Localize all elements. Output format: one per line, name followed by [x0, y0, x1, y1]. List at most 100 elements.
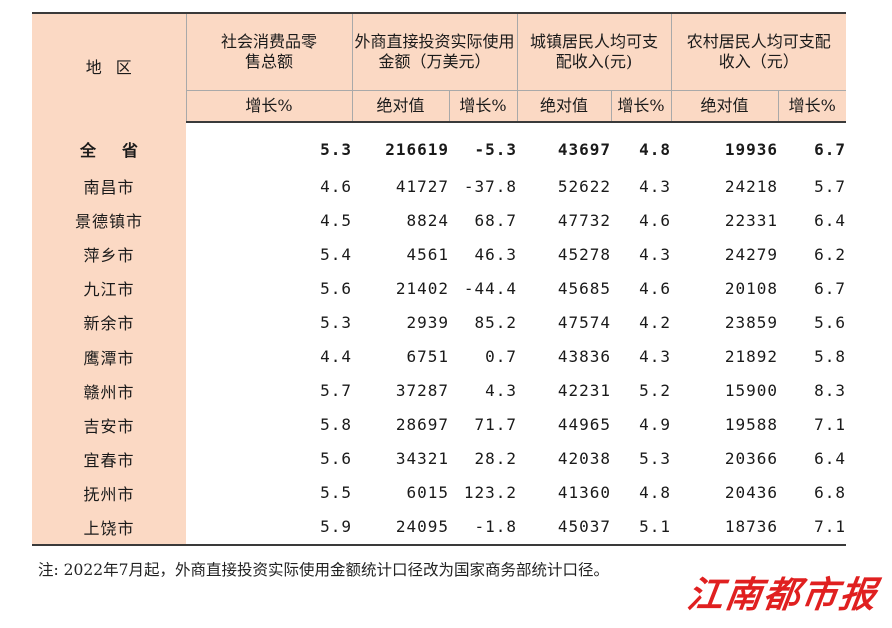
cell-urban-growth: 5.3: [639, 449, 671, 469]
table-row: 鹰潭市 4.4 6751 0.7 43836 4.3 21892 5.8: [32, 339, 846, 374]
cell-rural-growth: 6.7: [814, 278, 846, 298]
header-retail-growth: 增长%: [185, 90, 353, 123]
cell-rural-absolute: 20366: [724, 449, 778, 469]
cell-urban-absolute: 47732: [557, 210, 611, 230]
cell-fdi-growth: 0.7: [485, 347, 517, 367]
cell-fdi-growth: 71.7: [474, 415, 517, 435]
cell-fdi-growth: 28.2: [474, 449, 517, 469]
cell-rural-absolute: 24279: [724, 244, 778, 264]
cell-urban-growth: 4.8: [639, 139, 671, 159]
table-row: 南昌市 4.6 41727 -37.8 52622 4.3 24218 5.7: [32, 169, 846, 204]
cell-rural-growth: 8.3: [814, 381, 846, 401]
cell-urban-absolute: 52622: [557, 176, 611, 196]
cell-urban-growth: 4.3: [639, 347, 671, 367]
header-rural: 农村居民人均可支配收入（元）: [671, 13, 846, 91]
header-fdi: 外商直接投资实际使用金额（万美元）: [352, 13, 518, 91]
cell-fdi-growth: 4.3: [485, 381, 517, 401]
cell-urban-absolute: 41360: [557, 483, 611, 503]
cell-retail-growth: 4.6: [320, 176, 352, 196]
cell-rural-absolute: 19588: [724, 415, 778, 435]
cell-rural-absolute: 18736: [671, 509, 778, 547]
cell-rural-absolute: 23859: [724, 312, 778, 332]
cell-urban-absolute: 44965: [557, 415, 611, 435]
cell-fdi-growth: 46.3: [474, 244, 517, 264]
cell-urban-growth: 5.2: [639, 381, 671, 401]
cell-fdi-growth: 68.7: [474, 210, 517, 230]
cell-retail-growth: 5.3: [320, 139, 352, 159]
cell-urban-growth: 4.8: [639, 483, 671, 503]
cell-urban-absolute: 45278: [557, 244, 611, 264]
cell-urban-growth: 4.6: [639, 278, 671, 298]
cell-urban-growth: 4.6: [639, 210, 671, 230]
cell-fdi-absolute: 4561: [406, 244, 449, 264]
cell-retail-growth: 5.6: [320, 278, 352, 298]
cell-rural-growth: 5.7: [814, 176, 846, 196]
cell-fdi-absolute: 216619: [385, 139, 449, 159]
cell-urban-growth: 5.1: [611, 509, 671, 547]
cell-rural-growth: 6.2: [814, 244, 846, 264]
newspaper-watermark-logo: 江南都市报: [684, 574, 881, 616]
table-row: 景德镇市 4.5 8824 68.7 47732 4.6 22331 6.4: [32, 203, 846, 238]
table-row: 新余市 5.3 2939 85.2 47574 4.2 23859 5.6: [32, 305, 846, 340]
header-urban-absolute: 绝对值: [517, 90, 612, 123]
row-region: 赣州市: [32, 373, 186, 408]
cell-fdi-absolute: 6751: [406, 347, 449, 367]
cell-fdi-growth: -37.8: [463, 176, 517, 196]
row-region: 新余市: [32, 305, 186, 340]
cell-rural-growth: 6.7: [814, 139, 846, 159]
header-row-top: 地区 社会消费品零售总额 外商直接投资实际使用金额（万美元） 城镇居民人均可支配…: [32, 13, 846, 122]
table-row: 吉安市 5.8 28697 71.7 44965 4.9 19588 7.1: [32, 407, 846, 442]
cell-fdi-growth: 123.2: [463, 483, 517, 503]
cell-retail-growth: 5.8: [320, 415, 352, 435]
cell-rural-growth: 7.1: [814, 415, 846, 435]
table-row: 赣州市 5.7 37287 4.3 42231 5.2 15900 8.3: [32, 373, 846, 408]
row-region: 上饶市: [32, 509, 186, 547]
cell-fdi-absolute: 37287: [395, 381, 449, 401]
cell-rural-growth: 5.8: [814, 347, 846, 367]
cell-rural-growth: 6.4: [814, 449, 846, 469]
header-fdi-growth: 增长%: [449, 90, 518, 123]
header-rural-growth: 增长%: [778, 90, 846, 123]
table-row: 宜春市 5.6 34321 28.2 42038 5.3 20366 6.4: [32, 441, 846, 476]
cell-retail-growth: 5.4: [320, 244, 352, 264]
cell-retail-growth: 4.4: [320, 347, 352, 367]
row-region: 景德镇市: [32, 203, 186, 238]
cell-urban-absolute: 47574: [557, 312, 611, 332]
table-row: 萍乡市 5.4 4561 46.3 45278 4.3 24279 6.2: [32, 237, 846, 272]
cell-fdi-absolute: 21402: [395, 278, 449, 298]
table-body: 全省 5.3 216619 -5.3 43697 4.8 19936 6.7 南昌市 4.6 417…: [32, 122, 846, 547]
row-region: 吉安市: [32, 407, 186, 442]
cell-rural-growth: 6.4: [814, 210, 846, 230]
cell-rural-absolute: 21892: [724, 347, 778, 367]
cell-rural-absolute: 15900: [724, 381, 778, 401]
cell-retail-growth: 5.5: [320, 483, 352, 503]
table-row: 抚州市 5.5 6015 123.2 41360 4.8 20436 6.8: [32, 475, 846, 510]
header-retail: 社会消费品零售总额: [186, 13, 353, 91]
cell-rural-absolute: 19936: [724, 139, 778, 159]
cell-rural-growth: 5.6: [814, 312, 846, 332]
row-region: 宜春市: [32, 441, 186, 476]
row-region: 全省: [32, 122, 186, 169]
cell-rural-absolute: 22331: [724, 210, 778, 230]
footnote: 注: 2022年7月起，外商直接投资实际使用金额统计口径改为国家商务部统计口径。: [38, 561, 609, 579]
cell-fdi-growth: 85.2: [474, 312, 517, 332]
cell-rural-absolute: 20108: [724, 278, 778, 298]
cell-rural-absolute: 20436: [724, 483, 778, 503]
table-row: 上饶市 5.9 24095 -1.8 45037 5.1 18736 7.1: [32, 509, 846, 547]
cell-rural-absolute: 24218: [724, 176, 778, 196]
header-row-sub: 增长% 绝对值 增长% 绝对值 增长% 绝对值 增长%: [32, 90, 846, 123]
cell-urban-absolute: 43836: [557, 347, 611, 367]
cell-fdi-absolute: 8824: [406, 210, 449, 230]
cell-fdi-absolute: 2939: [406, 312, 449, 332]
cell-fdi-absolute: 28697: [395, 415, 449, 435]
header-fdi-absolute: 绝对值: [352, 90, 450, 123]
header-urban: 城镇居民人均可支配收入(元): [517, 13, 672, 91]
cell-fdi-absolute: 41727: [395, 176, 449, 196]
cell-rural-growth: 7.1: [778, 509, 846, 547]
cell-urban-absolute: 42231: [557, 381, 611, 401]
row-region: 抚州市: [32, 475, 186, 510]
row-region: 南昌市: [32, 169, 186, 204]
header-urban-growth: 增长%: [611, 90, 672, 123]
table-row: 九江市 5.6 21402 -44.4 45685 4.6 20108 6.7: [32, 271, 846, 306]
cell-urban-absolute: 45037: [517, 509, 611, 547]
